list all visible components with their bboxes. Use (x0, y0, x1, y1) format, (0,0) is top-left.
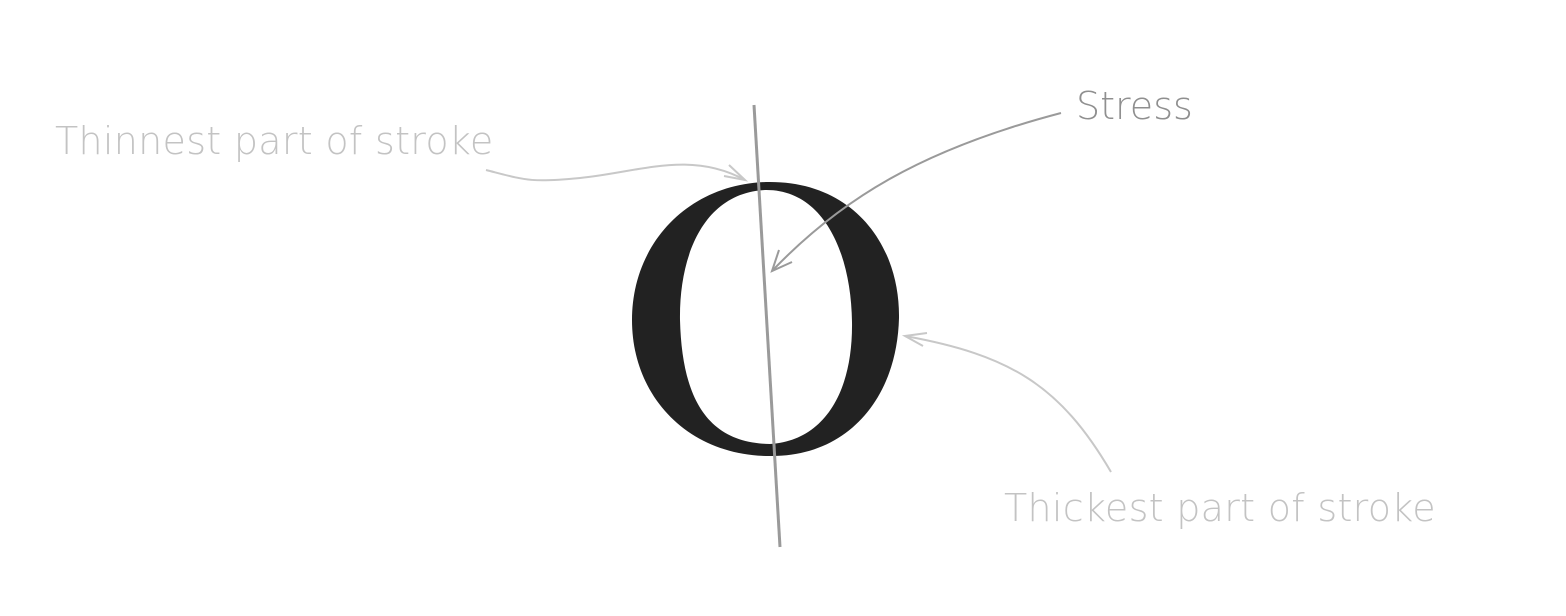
thickest-callout-arrow (904, 335, 1112, 473)
thinnest-callout-arrow (485, 163, 746, 182)
stress-axis-line (752, 104, 782, 548)
thickest-part-label: Thickest part of stroke (1004, 486, 1436, 530)
thinnest-part-label: Thinnest part of stroke (55, 119, 494, 163)
stress-callout-arrow (771, 112, 1062, 272)
stress-label: Stress (1076, 84, 1193, 128)
thickest-arrowhead (901, 332, 928, 347)
thinnest-arrowhead (723, 164, 749, 182)
stress-arrowhead (770, 249, 793, 273)
